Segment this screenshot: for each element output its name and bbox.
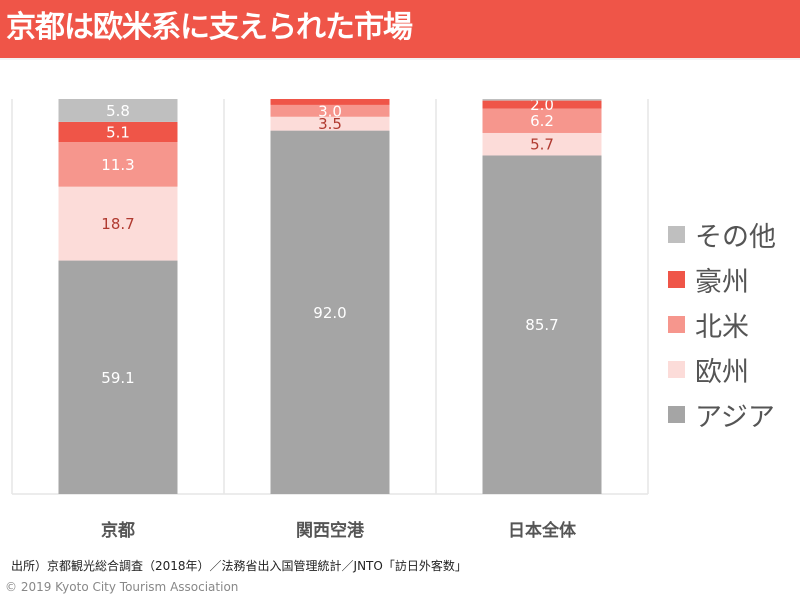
- copyright: © 2019 Kyoto City Tourism Association: [5, 580, 239, 594]
- bar-segment: [482, 99, 602, 101]
- bar-segment: [482, 132, 602, 156]
- data-label: 6.2: [530, 112, 554, 130]
- bar-segment: [270, 99, 390, 105]
- legend-swatch-other: [668, 226, 685, 243]
- bar-segment: [58, 186, 178, 261]
- legend-item-north-america: 北米: [668, 302, 776, 347]
- legend-label-australia: 豪州: [695, 267, 749, 298]
- title-divider: [0, 58, 800, 60]
- legend-swatch-europe: [668, 361, 685, 378]
- data-label: 18.7: [101, 215, 134, 233]
- source-note: 出所）京都観光総合調査（2018年）／法務省出入国管理統計／JNTO「訪日外客数…: [11, 559, 467, 573]
- category-label-japan-total: 日本全体: [508, 521, 576, 541]
- legend-swatch-australia: [668, 271, 685, 288]
- data-label: 2.0: [530, 96, 554, 114]
- legend-item-asia: アジア: [668, 392, 776, 437]
- data-label: 59.1: [101, 369, 134, 387]
- bar-segment: [482, 100, 602, 109]
- bar-segment: [58, 142, 178, 187]
- category-label-kansai-airport: 関西空港: [296, 521, 364, 541]
- legend-item-australia: 豪州: [668, 257, 776, 302]
- legend-swatch-asia: [668, 406, 685, 423]
- data-label: 3.0: [318, 102, 342, 120]
- legend-label-other: その他: [695, 222, 776, 253]
- legend-label-asia: アジア: [695, 402, 775, 433]
- category-label-kyoto: 京都: [101, 521, 135, 541]
- data-label: 5.8: [106, 102, 130, 120]
- data-label: 3.5: [318, 115, 342, 133]
- data-label: 5.1: [106, 123, 130, 141]
- legend-item-europe: 欧州: [668, 347, 776, 392]
- data-label: 5.7: [530, 136, 554, 154]
- legend-label-europe: 欧州: [695, 357, 749, 388]
- legend-item-other: その他: [668, 212, 776, 257]
- data-label: 11.3: [101, 156, 134, 174]
- bar-segment: [58, 260, 178, 494]
- bar-segment: [270, 104, 390, 117]
- bar-segment: [270, 116, 390, 131]
- bar-segment: [270, 130, 390, 494]
- bar-segment: [482, 155, 602, 495]
- chart-legend: その他 豪州 北米 欧州 アジア: [668, 212, 776, 437]
- title-bar: 京都は欧米系に支えられた市場: [0, 0, 800, 58]
- bar-segment: [482, 108, 602, 133]
- legend-label-north-america: 北米: [695, 312, 749, 343]
- data-label: 92.0: [313, 304, 346, 322]
- bar-segment: [58, 99, 178, 122]
- page-title: 京都は欧米系に支えられた市場: [6, 10, 413, 45]
- bar-segment: [58, 121, 178, 143]
- data-label: 85.7: [525, 316, 558, 334]
- legend-swatch-north-america: [668, 316, 685, 333]
